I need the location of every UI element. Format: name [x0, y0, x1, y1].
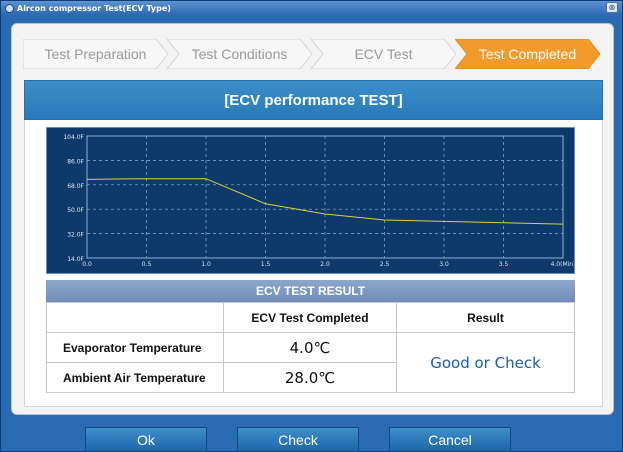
page-title: [ECV performance TEST] — [24, 80, 603, 120]
row-label-ambient: Ambient Air Temperature — [46, 362, 224, 393]
header-ecv-test-completed: ECV Test Completed — [223, 302, 397, 333]
ok-button[interactable]: Ok — [85, 427, 207, 452]
x-tick-label: 1.0 — [201, 261, 211, 268]
header-result: Result — [396, 302, 575, 333]
x-tick-label: 3.0 — [439, 261, 449, 268]
table-header-row: ECV Test Completed Result — [46, 302, 575, 333]
check-button[interactable]: Check — [237, 427, 359, 452]
y-tick-label: 50.0F — [67, 207, 84, 214]
step-progress: Test Preparation Test Conditions ECV Test T… — [23, 39, 606, 69]
window-title: Aircon compressor Test(ECV Type) — [17, 3, 171, 13]
y-tick-label: 86.0F — [67, 158, 84, 165]
result-title: ECV TEST RESULT — [46, 280, 575, 302]
performance-chart: 104.0F 86.0F 68.0F 50.0F 32.0F 14.0F 0.0 0.5 1.0… — [46, 127, 575, 274]
step-label: ECV Test — [354, 46, 413, 62]
step-test-conditions: Test Conditions — [167, 39, 312, 69]
step-label: Test Conditions — [191, 46, 288, 62]
x-tick-label: 0.5 — [142, 261, 152, 268]
header-empty — [46, 302, 224, 333]
step-test-preparation: Test Preparation — [23, 39, 168, 69]
x-tick-label: 2.5 — [380, 261, 390, 268]
step-test-completed: Test Completed — [455, 39, 600, 69]
row-label-evaporator: Evaporator Temperature — [46, 332, 224, 363]
value-evaporator: 4.0℃ — [223, 332, 397, 363]
series-line — [86, 178, 564, 225]
y-tick-label: 32.0F — [67, 232, 84, 239]
app-icon — [5, 3, 14, 13]
close-icon[interactable]: ⊗ — [606, 2, 618, 13]
cancel-button[interactable]: Cancel — [389, 427, 511, 452]
x-tick-label: 4.0(Min) — [551, 261, 574, 268]
x-tick-label: 3.5 — [499, 261, 509, 268]
table-row-evaporator: Evaporator Temperature 4.0℃ Good or Chec… — [46, 332, 575, 393]
x-tick-label: 1.5 — [261, 261, 271, 268]
y-tick-label: 104.0F — [63, 134, 84, 141]
value-ambient: 28.0℃ — [223, 362, 397, 393]
result-table: ECV Test Completed Result Evaporator Tem… — [46, 302, 575, 393]
y-tick-label: 14.0F — [67, 256, 84, 263]
x-tick-label: 0.0 — [82, 261, 92, 268]
x-tick-label: 2.0 — [320, 261, 330, 268]
table-row-ambient: Ambient Air Temperature 28.0℃ — [46, 362, 575, 393]
result-text: Good or Check — [396, 332, 575, 393]
chart-svg: 104.0F 86.0F 68.0F 50.0F 32.0F 14.0F0.0 0.5 1.0… — [63, 134, 574, 268]
step-label: Test Completed — [478, 46, 577, 62]
step-label: Test Preparation — [44, 46, 147, 62]
step-ecv-test: ECV Test — [311, 39, 456, 69]
title-bar: Aircon compressor Test(ECV Type) ⊗ — [1, 1, 622, 15]
y-tick-label: 68.0F — [67, 183, 84, 190]
